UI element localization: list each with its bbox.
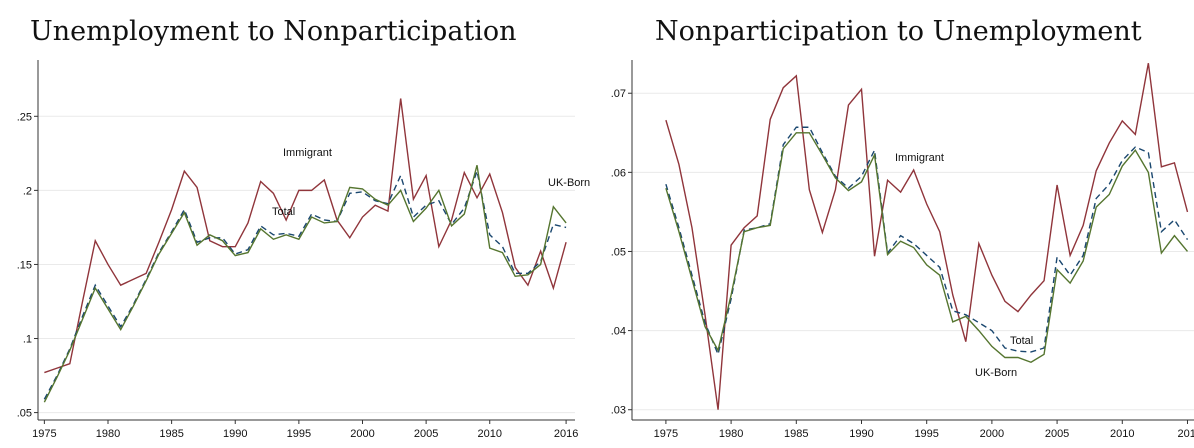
y-tick-label: .04 (611, 326, 626, 338)
x-tick-label: 1985 (159, 428, 183, 440)
y-tick-label: .05 (611, 246, 626, 258)
x-tick-label: 1995 (914, 428, 938, 440)
series-line (43, 168, 567, 400)
x-tick-label: 1995 (287, 428, 311, 440)
x-tick-label: 2010 (477, 428, 501, 440)
y-tick-label: .25 (17, 111, 32, 123)
series-line (44, 98, 567, 374)
y-tick-label: .1 (23, 334, 32, 346)
x-tick-label: 201 (1177, 428, 1194, 440)
series-line (43, 165, 567, 403)
y-tick-label: .05 (17, 408, 32, 420)
x-tick-label: 2000 (350, 428, 374, 440)
series-label: Immigrant (283, 147, 332, 159)
y-tick-label: .07 (611, 88, 626, 100)
x-tick-label: 1975 (32, 428, 56, 440)
x-tick-label: 1990 (849, 428, 873, 440)
chart-title: Nonparticipation to Unemployment (655, 16, 1142, 47)
series-label: Immigrant (895, 152, 944, 164)
series-line (665, 63, 1189, 410)
y-tick-label: .15 (17, 259, 32, 271)
x-tick-label: 2005 (1045, 428, 1069, 440)
x-tick-label: 2000 (980, 428, 1004, 440)
x-tick-label: 2005 (414, 428, 438, 440)
series-label: UK-Born (548, 177, 590, 189)
x-tick-label: 2016 (554, 428, 578, 440)
y-tick-label: .2 (23, 185, 32, 197)
x-tick-label: 1975 (654, 428, 678, 440)
series-line (665, 132, 1189, 364)
x-tick-label: 1990 (223, 428, 247, 440)
x-tick-label: 1980 (719, 428, 743, 440)
series-label: UK-Born (975, 367, 1017, 379)
y-tick-label: .06 (611, 167, 626, 179)
chart-title: Unemployment to Nonparticipation (30, 16, 517, 47)
series-label: Total (1010, 335, 1033, 347)
x-tick-label: 2010 (1110, 428, 1134, 440)
series-label: Total (272, 206, 295, 218)
x-tick-label: 1980 (96, 428, 120, 440)
x-tick-label: 1985 (784, 428, 808, 440)
y-tick-label: .03 (611, 405, 626, 417)
